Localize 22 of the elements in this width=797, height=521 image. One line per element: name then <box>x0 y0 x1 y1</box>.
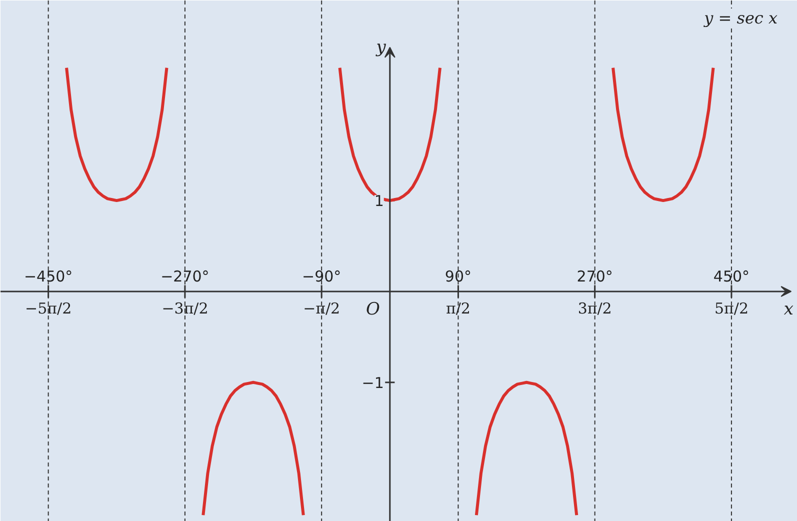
x2-tick-label: −π/2 <box>303 299 340 318</box>
y-tick-label: 1 <box>374 192 384 210</box>
annotation: O <box>366 299 380 320</box>
x-tick-label: 450° <box>713 267 750 286</box>
x2-tick-label: 5π/2 <box>714 299 748 318</box>
y-tick-label: −1 <box>362 374 384 392</box>
y-axis-title: y <box>375 37 386 58</box>
line-series <box>65 66 168 202</box>
x-tick-label: −270° <box>160 267 210 286</box>
x-tick-label: −450° <box>24 267 73 286</box>
x2-tick-label: 3π/2 <box>578 299 612 318</box>
line-series <box>202 380 305 517</box>
x-tick-label: 270° <box>576 267 613 286</box>
x2-tick-label: −3π/2 <box>162 299 208 318</box>
text: y = sec x <box>703 8 778 28</box>
x-axis-title: x <box>784 299 794 320</box>
line-series <box>612 66 715 202</box>
line-series <box>474 380 578 517</box>
x-tick-label: 90° <box>444 267 472 286</box>
x2-tick-label: π/2 <box>446 299 470 318</box>
x-tick-label: −90° <box>302 267 342 286</box>
x2-tick-label: −5π/2 <box>25 299 72 318</box>
